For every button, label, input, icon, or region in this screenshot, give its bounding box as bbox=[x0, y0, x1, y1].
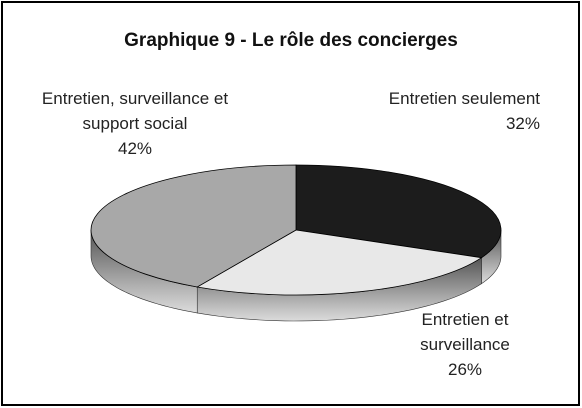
pie-slice bbox=[90, 164, 297, 288]
category-label: Entretien seulement bbox=[388, 89, 540, 108]
value-label: 26% bbox=[447, 360, 483, 379]
slice-label: Entretien et surveillance 26% bbox=[380, 307, 550, 382]
value-label: 42% bbox=[117, 139, 153, 158]
chart-title: Graphique 9 - Le rôle des concierges bbox=[124, 30, 458, 51]
slice-label: Entretien, surveillance et support socia… bbox=[30, 86, 240, 161]
value-label: 32% bbox=[505, 114, 540, 133]
category-label: Entretien, surveillance et support socia… bbox=[41, 89, 229, 133]
category-label: Entretien et surveillance bbox=[420, 310, 510, 354]
slice-label: Entretien seulement 32% bbox=[380, 86, 540, 136]
pie-slice bbox=[295, 164, 502, 259]
